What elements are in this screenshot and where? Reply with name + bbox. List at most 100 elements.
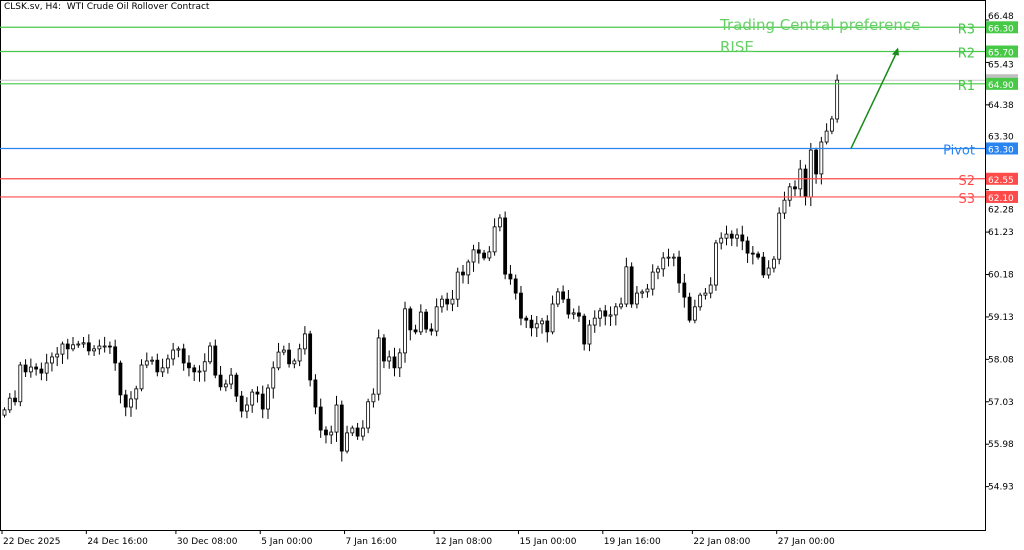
- instrument-description: WTI Crude Oil Rollover Contract: [66, 2, 210, 12]
- candle: [471, 244, 476, 272]
- candle: [793, 180, 797, 197]
- bull-candle-body: [492, 226, 497, 253]
- candle: [466, 259, 471, 285]
- level-price-label: 65.70: [988, 49, 1014, 59]
- bull-candle-body: [366, 401, 371, 429]
- candle: [86, 334, 91, 356]
- bull-candle-body: [92, 348, 96, 352]
- bull-candle-body: [645, 288, 650, 293]
- candle: [476, 242, 481, 264]
- bull-candle-body: [735, 234, 739, 239]
- candle: [60, 341, 65, 364]
- bull-candle-body: [50, 356, 54, 364]
- bull-candle-body: [229, 374, 234, 385]
- bull-candle-body: [592, 317, 597, 326]
- bull-candle-body: [466, 261, 471, 276]
- bear-candle-body: [255, 391, 260, 395]
- candle: [197, 365, 202, 382]
- bull-candle-body: [71, 344, 75, 350]
- bear-candle-body: [424, 311, 429, 330]
- candle: [155, 353, 160, 377]
- candle: [671, 253, 676, 267]
- candle: [160, 358, 165, 378]
- candle: [387, 350, 392, 369]
- candle: [529, 315, 534, 337]
- bear-candle-body: [39, 368, 44, 374]
- bull-candle-body: [555, 291, 560, 305]
- bear-candle-body: [682, 282, 687, 298]
- candle: [513, 274, 518, 300]
- candle: [629, 262, 634, 308]
- bull-candle-body: [708, 284, 713, 294]
- bull-candle-body: [55, 353, 60, 358]
- candle: [192, 364, 197, 382]
- preference-direction: RISE: [720, 38, 754, 56]
- candle: [376, 329, 381, 401]
- candle: [824, 123, 829, 145]
- bull-candle-body: [587, 324, 592, 345]
- bull-candle-body: [550, 303, 555, 333]
- bull-candle-body: [692, 306, 697, 321]
- bear-candle-body: [86, 342, 91, 352]
- symbol-timeframe: CLSK.sv, H4:: [4, 2, 62, 12]
- candle: [7, 393, 12, 413]
- bull-candle-body: [608, 314, 613, 317]
- candle: [503, 211, 508, 280]
- bear-candle-body: [413, 329, 418, 333]
- bull-candle-body: [534, 323, 539, 329]
- candle: [413, 324, 418, 335]
- bull-candle-body: [345, 432, 349, 452]
- candle: [187, 355, 191, 377]
- candle: [550, 295, 555, 335]
- bear-candle-body: [503, 217, 508, 275]
- bull-candle-body: [661, 257, 666, 270]
- bear-candle-body: [687, 296, 692, 321]
- level-price-label: 62.10: [988, 194, 1014, 204]
- candle: [724, 225, 729, 246]
- bull-candle-body: [835, 79, 840, 120]
- y-tick-label: 63.30: [988, 132, 1014, 142]
- bull-candle-body: [223, 383, 228, 388]
- bear-candle-body: [482, 252, 486, 259]
- y-tick-label: 59.13: [988, 313, 1014, 323]
- y-tick-label: 61.23: [988, 228, 1014, 238]
- candle: [492, 218, 497, 256]
- bear-candle-body: [761, 256, 766, 276]
- bear-candle-body: [740, 234, 745, 242]
- bear-candle-body: [545, 320, 550, 333]
- x-tick-label: 19 Jan 16:00: [604, 537, 661, 547]
- candle: [287, 342, 291, 368]
- candle: [76, 340, 81, 348]
- bear-candle-body: [318, 406, 323, 431]
- candle: [329, 425, 334, 445]
- bull-candle-body: [292, 360, 297, 365]
- candle: [766, 260, 771, 279]
- candle: [202, 353, 207, 382]
- y-tick-label: 66.48: [988, 12, 1014, 22]
- candle: [682, 273, 687, 308]
- candle: [666, 248, 671, 267]
- bull-candle-body: [455, 271, 460, 300]
- bull-candle-body: [808, 149, 813, 198]
- bear-candle-body: [729, 233, 734, 239]
- candle: [324, 426, 328, 444]
- y-tick-label: 58.08: [988, 355, 1014, 365]
- candle: [561, 285, 566, 303]
- candle: [508, 264, 513, 285]
- candle: [445, 292, 450, 311]
- candle: [756, 251, 761, 260]
- bull-candle-body: [613, 306, 618, 316]
- bear-candle-body: [513, 278, 518, 294]
- bull-candle-body: [656, 268, 660, 273]
- candle: [429, 323, 434, 336]
- candle: [587, 319, 592, 352]
- candle: [245, 397, 249, 419]
- bull-candle-body: [76, 343, 81, 346]
- candle: [371, 388, 376, 408]
- bear-candle-body: [629, 266, 634, 305]
- bull-candle-body: [487, 251, 492, 259]
- bull-candle-body: [266, 387, 270, 410]
- candle: [661, 252, 666, 277]
- bear-candle-body: [192, 367, 197, 373]
